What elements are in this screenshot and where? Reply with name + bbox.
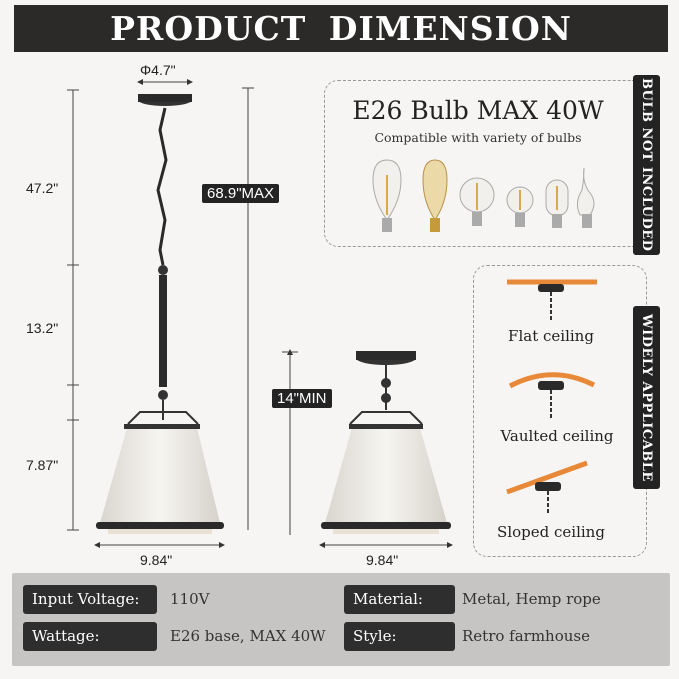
spec-value-style: Retro farmhouse [462,627,590,645]
st64-bulb-icon [372,159,402,232]
page-title: PRODUCT DIMENSION [14,5,668,52]
g25-globe-bulb-icon [459,177,495,226]
pendant-light-max [96,94,224,534]
widely-applicable-tab: WIDELY APPLICABLE [633,306,660,489]
chain-length-label: 47.2" [26,180,59,196]
spec-value-material: Metal, Hemp rope [462,590,601,608]
spec-value-input-voltage: 110V [170,590,210,608]
bulb-subheading: Compatible with variety of bulbs [374,130,582,145]
st64-vintage-bulb-icon [422,159,448,232]
specs-panel: Input Voltage: 110V Material: Metal, Hem… [12,573,670,666]
bulb-panel [324,80,633,247]
spec-label-material: Material: [344,585,455,614]
spec-value-wattage: E26 base, MAX 40W [170,627,326,645]
min-height-badge: 14"MIN [272,389,332,408]
ceiling-illustrations [506,279,597,515]
bulb-heading: E26 Bulb MAX 40W [352,96,604,125]
vaulted-ceiling-label: Vaulted ceiling [500,427,614,445]
t14-bulb-icon [545,179,569,228]
sloped-ceiling-icon [506,460,588,495]
pendant-light-min [321,351,451,534]
spec-label-wattage: Wattage: [23,622,157,651]
spec-label-input-voltage: Input Voltage: [23,585,157,614]
sloped-ceiling-label: Sloped ceiling [497,523,605,541]
a19-bulb-icon [506,186,534,227]
dimension-lines [67,79,453,548]
canopy-diameter-label: Φ4.7" [140,62,176,78]
bulb-icons [372,159,595,232]
max-height-badge: 68.9"MAX [202,184,280,203]
ceiling-panel [473,265,647,557]
flat-ceiling-label: Flat ceiling [508,327,594,345]
shade-width-left-label: 9.84" [140,552,173,568]
rod-length-label: 13.2" [26,320,59,336]
vaulted-ceiling-icon [508,372,596,389]
candle-flame-bulb-icon [576,167,595,228]
bulb-not-included-tab: BULB NOT INCLUDED [633,75,660,255]
shade-width-right-label: 9.84" [366,552,399,568]
shade-height-label: 7.87" [26,457,59,473]
spec-label-style: Style: [344,622,455,651]
